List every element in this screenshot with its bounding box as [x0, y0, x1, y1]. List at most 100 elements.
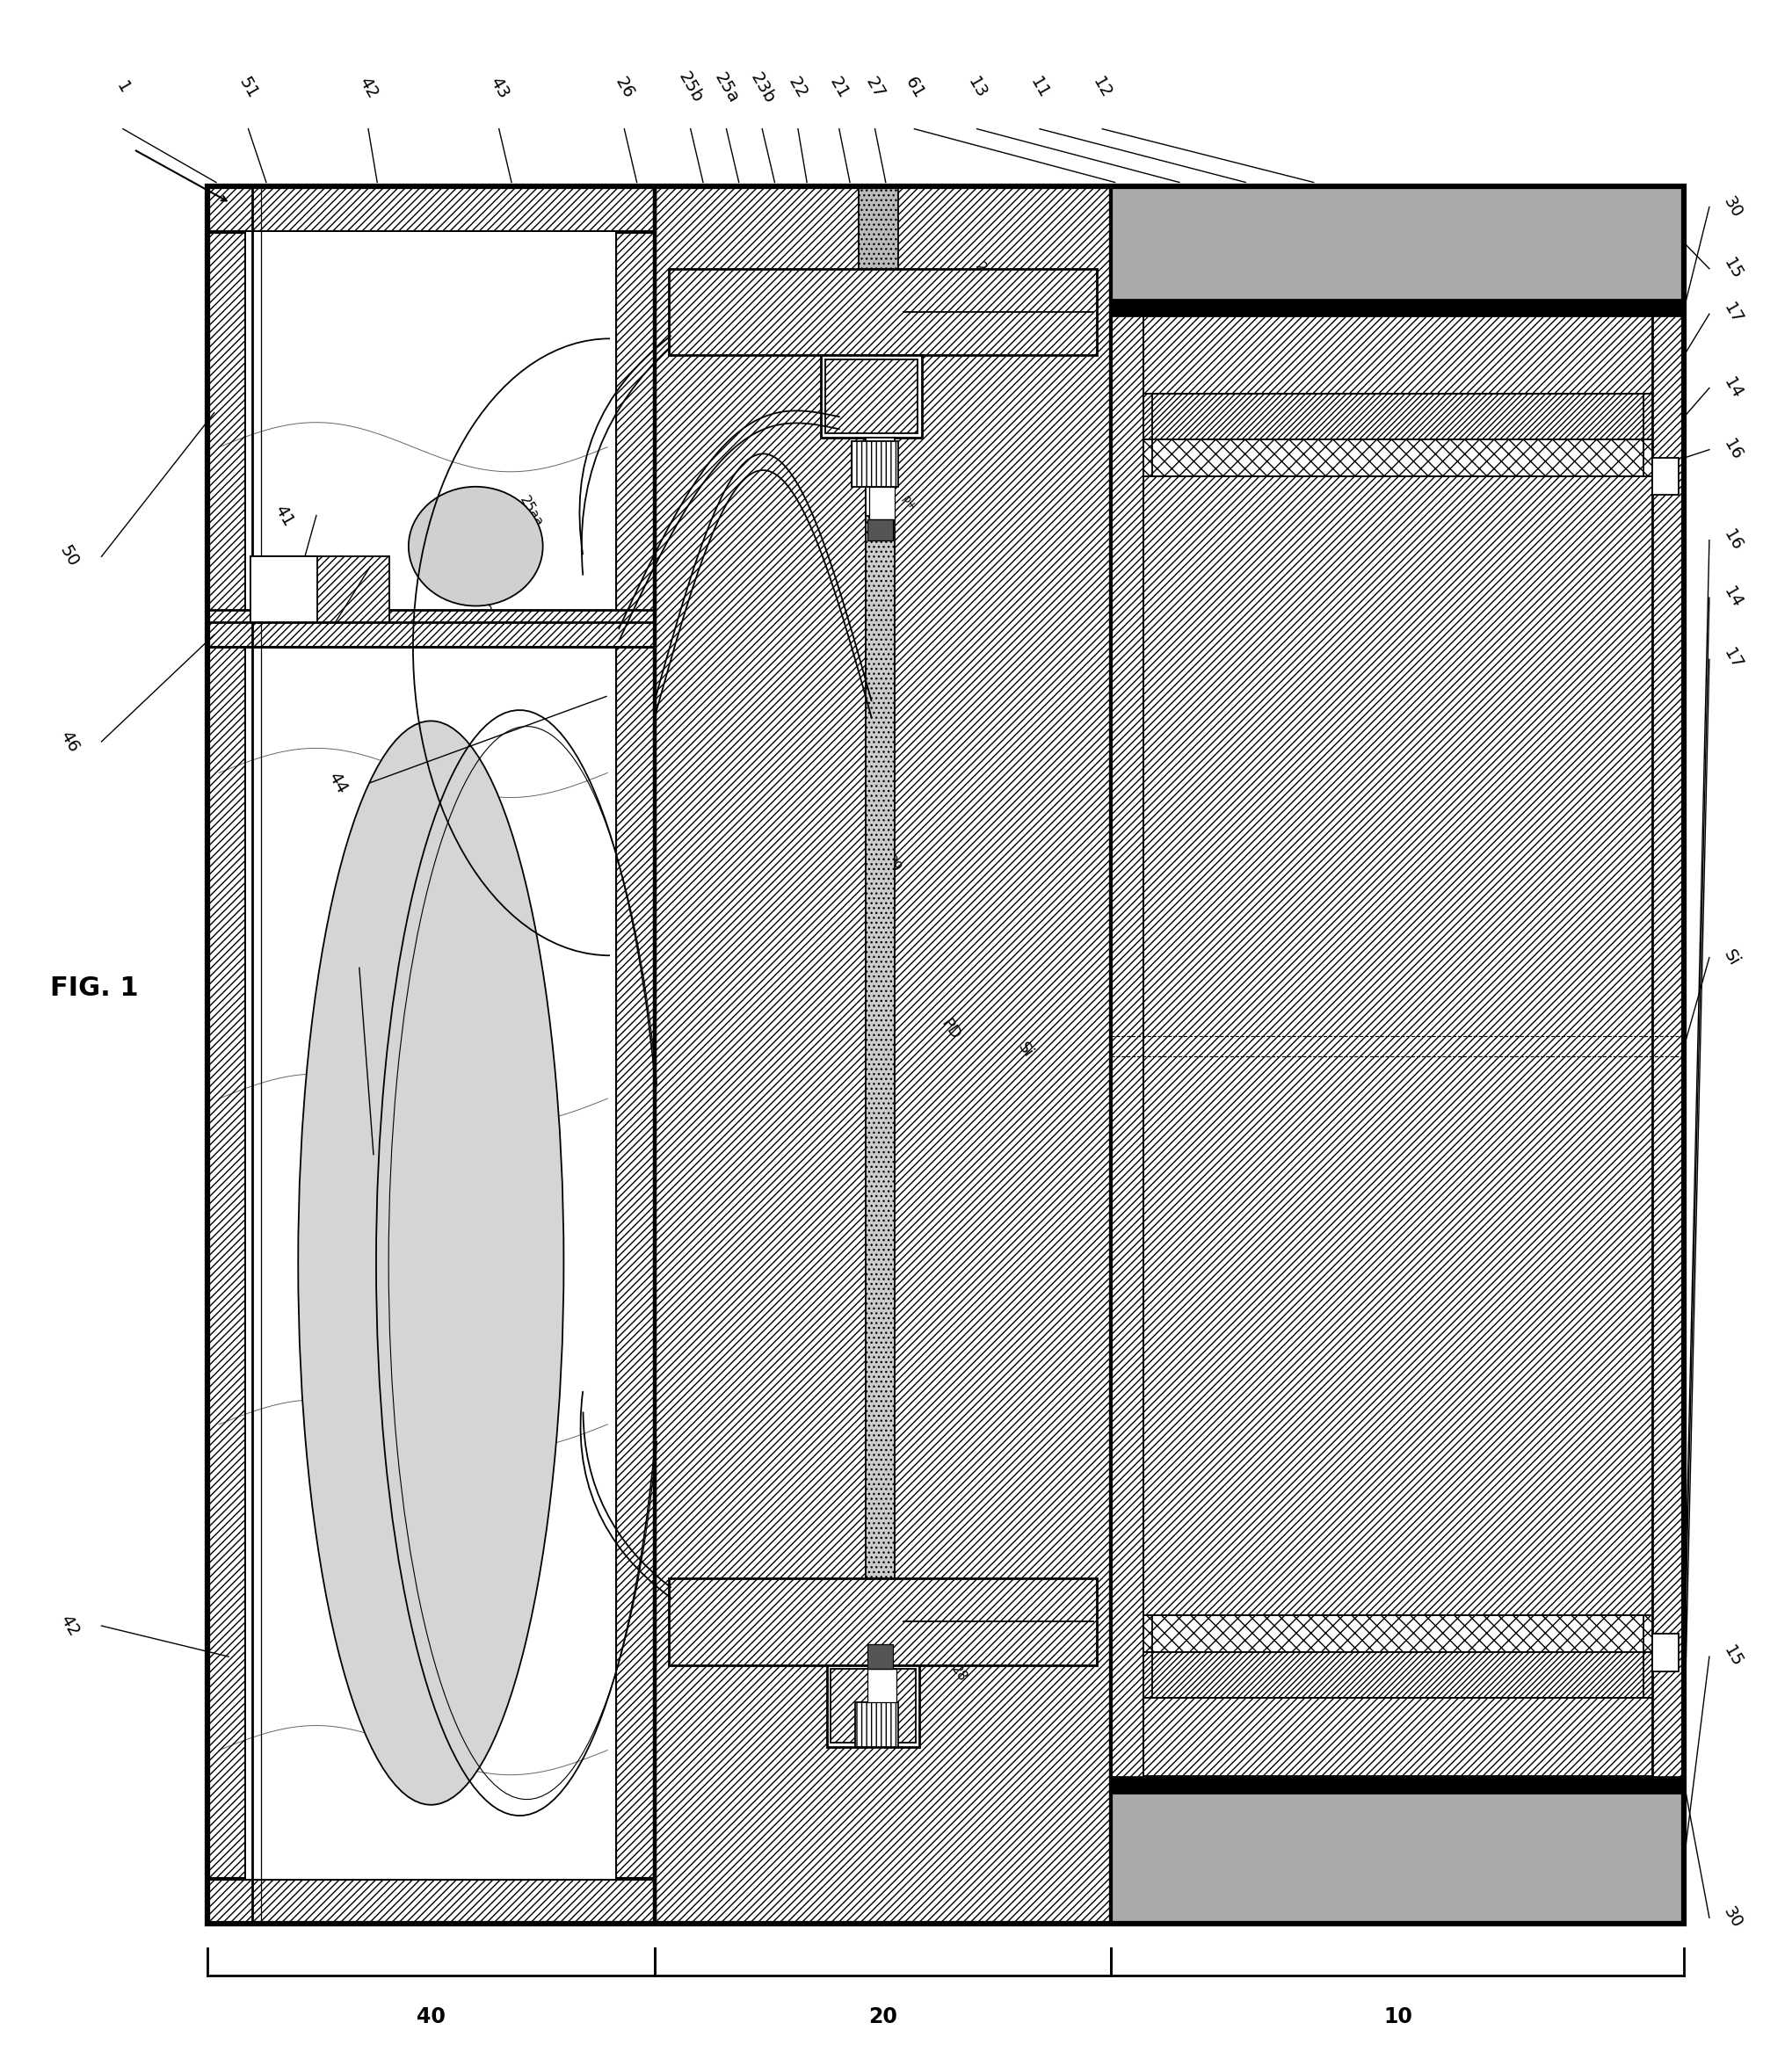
Bar	[1650, 1635, 1677, 1672]
Text: Si: Si	[278, 583, 289, 595]
Bar	[1143, 476, 1650, 1616]
Text: 25aa: 25aa	[421, 1268, 448, 1303]
Bar	[867, 1670, 896, 1703]
Bar	[1111, 187, 1683, 1923]
Text: n+: n+	[851, 1715, 869, 1734]
Bar	[830, 1670, 916, 1744]
Bar	[1143, 1699, 1650, 1777]
Bar	[866, 354, 894, 1579]
Ellipse shape	[409, 486, 543, 605]
Bar	[249, 556, 389, 622]
Bar	[1152, 1616, 1641, 1699]
Bar	[1111, 187, 1143, 1923]
Text: 12: 12	[1090, 74, 1115, 101]
Text: 23a: 23a	[477, 603, 500, 632]
Bar	[1152, 393, 1641, 476]
Text: n+: n+	[864, 461, 882, 480]
Text: 25aa: 25aa	[516, 494, 545, 529]
Bar	[866, 437, 894, 515]
Bar	[867, 1645, 892, 1670]
Text: FIG. 1: FIG. 1	[50, 976, 138, 1001]
Text: 28: 28	[948, 1662, 969, 1684]
Bar	[1143, 439, 1650, 476]
Text: 15: 15	[1719, 1643, 1745, 1670]
Text: PD: PD	[937, 1015, 962, 1044]
Text: 17: 17	[1719, 647, 1745, 673]
Text: Si: Si	[1014, 1040, 1036, 1060]
Bar	[249, 556, 317, 622]
Bar	[855, 1703, 898, 1748]
Text: 22: 22	[392, 1645, 412, 1668]
Text: 24: 24	[480, 542, 500, 562]
Text: 16: 16	[1719, 437, 1745, 463]
Text: 50: 50	[57, 544, 82, 570]
Bar	[851, 441, 898, 486]
Bar	[858, 187, 898, 270]
Text: 42: 42	[355, 74, 380, 101]
Bar	[208, 187, 1683, 1923]
Bar	[1111, 299, 1683, 315]
Bar	[208, 609, 654, 647]
Text: 23b: 23b	[473, 881, 496, 910]
Text: 14: 14	[1719, 375, 1745, 402]
Text: 29: 29	[882, 852, 903, 875]
Text: 30: 30	[1719, 1905, 1744, 1931]
Text: 22: 22	[785, 74, 810, 101]
Bar	[615, 187, 654, 1923]
Bar	[1111, 1791, 1683, 1923]
Text: 17: 17	[1719, 301, 1745, 327]
Text: 43: 43	[314, 953, 339, 982]
Text: Si: Si	[1719, 947, 1742, 968]
Text: 30: 30	[1719, 194, 1744, 220]
Text: 14: 14	[1719, 585, 1745, 612]
Text: 1: 1	[113, 78, 133, 97]
Text: 31: 31	[324, 554, 349, 581]
Text: p+: p+	[896, 1676, 914, 1695]
Ellipse shape	[297, 721, 563, 1806]
Text: 61: 61	[901, 74, 926, 101]
Text: 46: 46	[57, 729, 82, 756]
Text: 20: 20	[867, 2005, 898, 2026]
Bar	[821, 354, 921, 437]
Text: 51: 51	[235, 74, 262, 101]
Bar	[1111, 187, 1683, 299]
Bar	[1650, 187, 1683, 1923]
Bar	[826, 1666, 919, 1748]
Bar	[668, 270, 1097, 354]
Text: 27: 27	[862, 74, 887, 101]
Text: 25a: 25a	[711, 70, 742, 105]
Bar	[824, 358, 918, 432]
Text: 24: 24	[457, 1143, 477, 1163]
Bar	[867, 519, 892, 539]
Bar	[208, 187, 246, 1923]
Bar	[208, 1878, 654, 1923]
Text: 40: 40	[416, 2005, 444, 2026]
Bar	[1143, 1653, 1650, 1699]
Bar	[1111, 1777, 1683, 1791]
Bar	[654, 187, 1111, 1923]
Text: 25b: 25b	[676, 70, 706, 107]
Bar	[869, 486, 894, 519]
Bar	[208, 187, 654, 233]
Text: 13: 13	[964, 74, 989, 101]
Bar	[1143, 393, 1650, 439]
Text: 42: 42	[57, 1612, 82, 1639]
Bar	[1143, 315, 1650, 393]
Text: 21: 21	[826, 74, 851, 101]
Text: 44: 44	[324, 770, 349, 797]
Text: 41: 41	[271, 502, 297, 529]
Text: 26: 26	[611, 74, 636, 101]
Bar	[246, 233, 615, 1878]
Text: M: M	[909, 1645, 923, 1660]
Text: 10: 10	[1383, 2005, 1412, 2026]
Bar	[1143, 1616, 1650, 1653]
Text: 15: 15	[1719, 255, 1745, 282]
Text: 43: 43	[486, 74, 511, 101]
Bar	[1650, 457, 1677, 494]
Text: p+: p+	[900, 494, 918, 513]
Text: 23b: 23b	[747, 70, 778, 107]
Text: 28: 28	[971, 259, 993, 282]
Bar	[668, 1579, 1097, 1666]
Text: 11: 11	[1027, 74, 1052, 101]
Text: 16: 16	[1719, 527, 1745, 554]
